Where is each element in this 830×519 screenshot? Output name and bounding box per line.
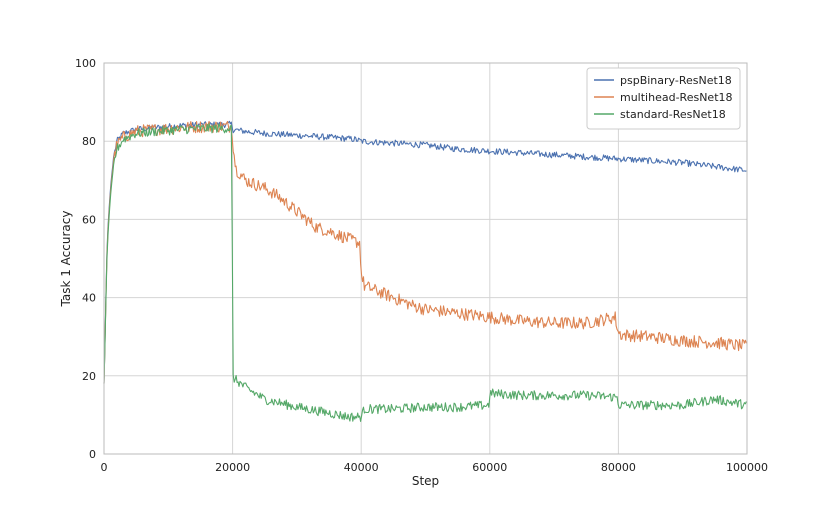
x-axis-title: Step [412,474,439,488]
x-tick-label: 20000 [215,461,250,474]
series-line-1 [103,120,747,384]
x-tick-label: 40000 [344,461,379,474]
y-tick-label: 60 [82,213,96,226]
y-tick-label: 0 [89,448,96,461]
legend-label: standard-ResNet18 [620,108,726,121]
series-line-2 [103,123,747,422]
legend-box [586,67,741,130]
x-tick-label: 0 [101,461,108,474]
plot-frame [103,62,748,455]
y-tick-label: 100 [75,57,96,70]
legend-label: multihead-ResNet18 [620,91,733,104]
legend-label: pspBinary-ResNet18 [620,74,732,87]
y-tick-label: 40 [82,292,96,305]
series-lines [103,120,747,422]
y-tick-label: 20 [82,370,96,383]
x-tick-label: 60000 [472,461,507,474]
y-axis-title: Task 1 Accuracy [59,211,73,308]
tick-labels: 0 20000 40000 60000 80000 100000 0 20 40 60 80 100 [75,57,768,474]
y-tick-label: 80 [82,135,96,148]
series-line-0 [103,120,747,384]
x-tick-label: 80000 [601,461,636,474]
x-tick-label: 100000 [726,461,768,474]
legend: pspBinary-ResNet18 multihead-ResNet18 stan… [586,67,741,130]
